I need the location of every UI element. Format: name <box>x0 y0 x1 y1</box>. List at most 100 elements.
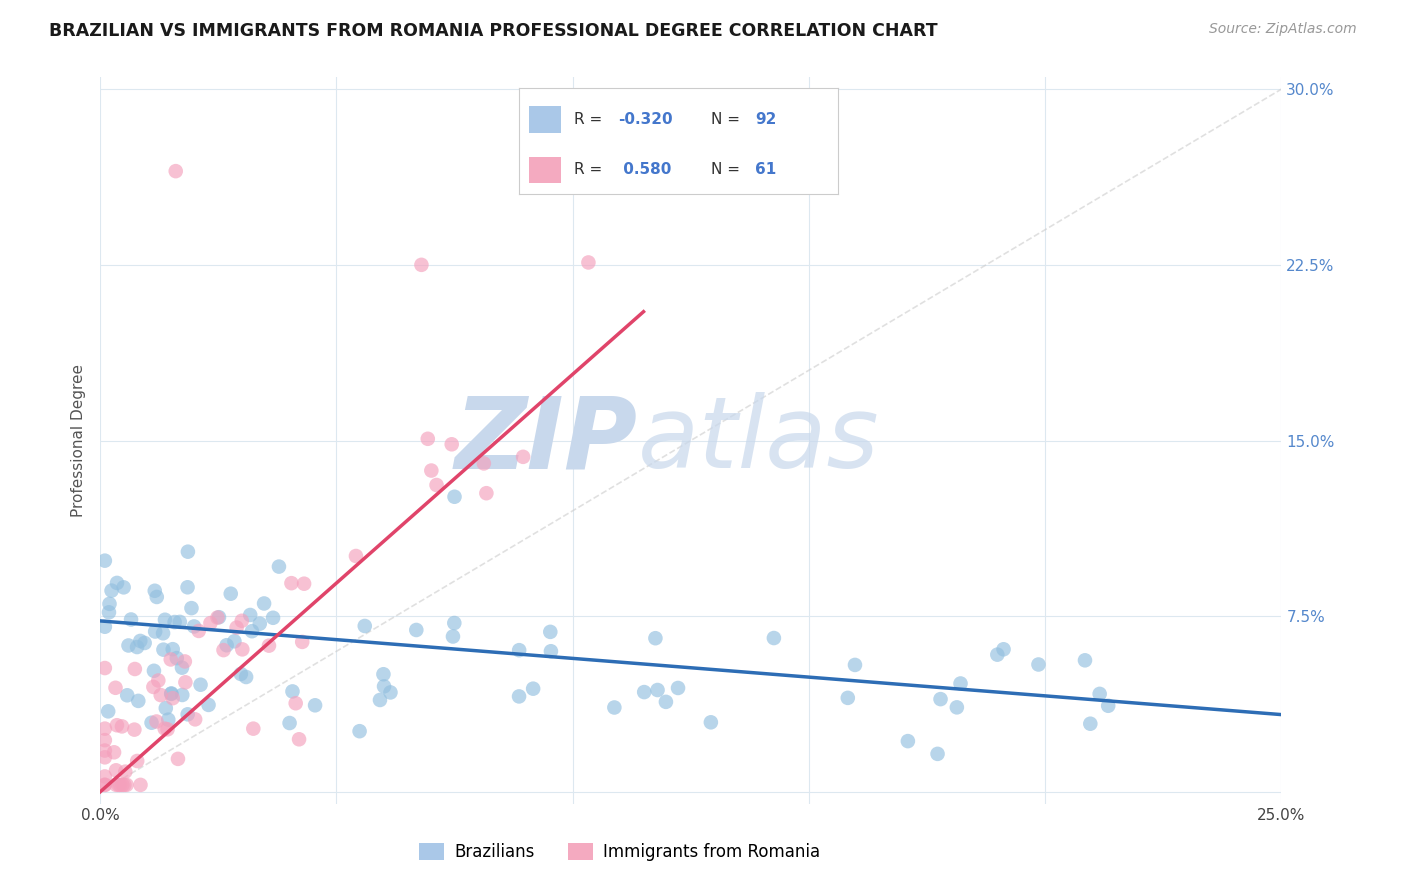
Point <box>353 619 375 633</box>
Point <box>304 698 326 713</box>
Point <box>278 716 301 731</box>
Point <box>107 778 129 792</box>
Point <box>94 769 117 783</box>
Point <box>165 164 187 178</box>
Point <box>578 255 600 269</box>
Legend: Brazilians, Immigrants from Romania: Brazilians, Immigrants from Romania <box>413 837 827 868</box>
Point <box>120 612 142 626</box>
Point <box>929 692 952 706</box>
Point <box>666 681 689 695</box>
Point <box>115 778 138 792</box>
Point <box>98 597 121 611</box>
Point <box>148 673 170 688</box>
Point <box>94 661 117 675</box>
Point <box>700 715 723 730</box>
Point <box>197 698 219 712</box>
Text: ZIP: ZIP <box>454 392 637 489</box>
Point <box>253 597 276 611</box>
Point <box>762 631 785 645</box>
Point <box>173 655 195 669</box>
Point <box>172 688 194 702</box>
Point <box>124 723 146 737</box>
Point <box>114 764 136 779</box>
Point <box>169 615 191 629</box>
Point <box>170 661 193 675</box>
Point <box>125 640 148 654</box>
Point <box>522 681 544 696</box>
Point <box>103 745 125 759</box>
Point <box>231 642 253 657</box>
Point <box>134 636 156 650</box>
Text: BRAZILIAN VS IMMIGRANTS FROM ROMANIA PROFESSIONAL DEGREE CORRELATION CHART: BRAZILIAN VS IMMIGRANTS FROM ROMANIA PRO… <box>49 22 938 40</box>
Point <box>105 764 128 778</box>
Point <box>344 549 367 563</box>
Point <box>441 630 464 644</box>
Point <box>111 719 134 733</box>
Point <box>183 619 205 633</box>
Point <box>280 576 302 591</box>
Point <box>1088 687 1111 701</box>
Point <box>249 616 271 631</box>
Point <box>94 778 117 792</box>
Point <box>288 732 311 747</box>
Point <box>104 681 127 695</box>
Point <box>94 554 117 568</box>
Point <box>240 624 263 639</box>
Point <box>235 670 257 684</box>
Point <box>212 643 235 657</box>
Point <box>145 714 167 729</box>
Point <box>993 642 1015 657</box>
Point <box>166 651 188 665</box>
Point <box>105 576 128 591</box>
Point <box>129 778 152 792</box>
Point <box>167 752 190 766</box>
Point <box>647 683 669 698</box>
Point <box>368 693 391 707</box>
Point <box>927 747 949 761</box>
Point <box>281 684 304 698</box>
Point <box>603 700 626 714</box>
Point <box>129 634 152 648</box>
Point <box>242 722 264 736</box>
Point <box>94 722 117 736</box>
Point <box>159 652 181 666</box>
Point <box>146 590 169 604</box>
Point <box>292 576 315 591</box>
Point <box>184 712 207 726</box>
Point <box>100 583 122 598</box>
Point <box>373 679 395 693</box>
Point <box>405 623 427 637</box>
Point <box>174 675 197 690</box>
Point <box>157 713 180 727</box>
Point <box>200 616 222 631</box>
Point <box>208 610 231 624</box>
Point <box>110 778 132 792</box>
Point <box>94 750 117 764</box>
Point <box>224 634 246 648</box>
Point <box>349 724 371 739</box>
Point <box>105 718 128 732</box>
Point <box>160 687 183 701</box>
Point <box>112 580 135 594</box>
Point <box>97 605 120 619</box>
Point <box>225 621 247 635</box>
Point <box>267 559 290 574</box>
Point <box>1028 657 1050 672</box>
Point <box>633 685 655 699</box>
Point <box>440 437 463 451</box>
Point <box>946 700 969 714</box>
Point <box>472 457 495 471</box>
Point <box>986 648 1008 662</box>
Point <box>837 690 859 705</box>
Point <box>644 631 666 645</box>
Point <box>117 639 139 653</box>
Point <box>219 587 242 601</box>
Point <box>162 691 184 706</box>
Point <box>127 754 149 768</box>
Point <box>153 722 176 736</box>
Point <box>149 688 172 702</box>
Point <box>1078 716 1101 731</box>
Point <box>291 635 314 649</box>
Point <box>176 580 198 594</box>
Text: atlas: atlas <box>637 392 879 489</box>
